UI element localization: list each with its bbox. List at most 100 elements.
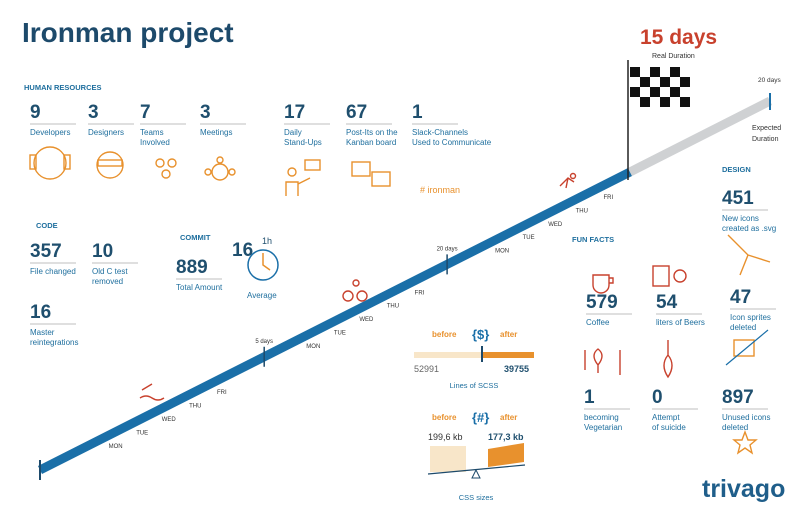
stat-value: 10 bbox=[92, 241, 113, 262]
icons bbox=[29, 146, 771, 455]
day-label: TUE bbox=[136, 430, 148, 436]
stat-label: New icons bbox=[722, 214, 759, 223]
flag-square bbox=[680, 77, 690, 87]
slider-after bbox=[482, 352, 534, 358]
day-label: THU bbox=[387, 304, 399, 310]
stat-value: 54 bbox=[656, 292, 678, 313]
stat-label: removed bbox=[92, 277, 123, 286]
clock-hands bbox=[262, 253, 271, 271]
css-after: 177,3 kb bbox=[488, 432, 524, 442]
section-heading: COMMIT bbox=[180, 233, 211, 242]
stat-label: Kanban board bbox=[346, 138, 396, 147]
scss-caption: Lines of SCSS bbox=[450, 381, 499, 390]
finish-flag bbox=[630, 67, 690, 107]
stat-label: File changed bbox=[30, 267, 76, 276]
day-label: TUE bbox=[334, 331, 346, 337]
stat-label: Vegetarian bbox=[584, 423, 622, 432]
stat-label: Designers bbox=[88, 128, 124, 137]
expected-duration-label: Expected bbox=[752, 125, 781, 132]
scss-symbol: {$} bbox=[472, 327, 489, 342]
after-label: after bbox=[500, 330, 517, 339]
day-label: MON bbox=[306, 344, 320, 350]
css-symbol: {#} bbox=[472, 410, 489, 425]
stat-value: 7 bbox=[140, 102, 151, 123]
stat-label: Meetings bbox=[200, 128, 232, 137]
before-label: before bbox=[432, 330, 457, 339]
clock-icon bbox=[247, 249, 279, 281]
seesaw-pivot bbox=[471, 468, 481, 479]
css-after-block bbox=[488, 443, 524, 467]
css-caption: CSS sizes bbox=[459, 493, 494, 502]
stat-label: Total Amount bbox=[176, 283, 223, 292]
expected-duration-label: Duration bbox=[752, 136, 779, 143]
scss-before: 52991 bbox=[414, 364, 439, 374]
scss-after: 39755 bbox=[504, 364, 529, 374]
stat-label: Post-Its on the bbox=[346, 128, 398, 137]
day-label: THU bbox=[189, 404, 201, 410]
stat-label: reintegrations bbox=[30, 338, 78, 347]
average-unit: 1h bbox=[262, 236, 272, 246]
stat-value: 16 bbox=[30, 302, 51, 323]
day-label: THU bbox=[576, 208, 588, 214]
timeline-expected bbox=[627, 96, 773, 177]
day-label: FRI bbox=[415, 290, 425, 296]
stat-label: Daily bbox=[284, 128, 302, 137]
stat-label: Involved bbox=[140, 138, 170, 147]
stat-value: 3 bbox=[200, 102, 211, 123]
day-label: MON bbox=[495, 249, 509, 255]
section-heading: HUMAN RESOURCES bbox=[24, 83, 102, 92]
day-label: FRI bbox=[217, 390, 227, 396]
marker-label: 5 days bbox=[255, 339, 273, 345]
css-before-block bbox=[430, 446, 466, 472]
stat-label: liters of Beers bbox=[656, 318, 705, 327]
flag-square bbox=[670, 67, 680, 77]
slider-before bbox=[414, 352, 482, 358]
stat-value: 451 bbox=[722, 188, 754, 209]
after-label: after bbox=[500, 413, 517, 422]
stat-label: Unused icons bbox=[722, 413, 770, 422]
stat-label: Icon sprites bbox=[730, 313, 771, 322]
stat-value: 47 bbox=[730, 287, 751, 308]
stat-label: Stand-Ups bbox=[284, 138, 322, 147]
stat-label: Master bbox=[30, 328, 55, 337]
logo: trivago bbox=[702, 475, 785, 503]
stat-label: deleted bbox=[730, 323, 756, 332]
real-duration-value: 15 days bbox=[640, 26, 717, 49]
expected-duration-value: 20 days bbox=[758, 77, 782, 84]
day-label: FRI bbox=[603, 195, 613, 201]
hashtag: # ironman bbox=[420, 185, 460, 195]
stat-label: Attempt bbox=[652, 413, 680, 422]
day-label: TUE bbox=[523, 235, 535, 241]
stat-label: Teams bbox=[140, 128, 164, 137]
stat-value: 67 bbox=[346, 102, 367, 123]
stat-value: 1 bbox=[412, 102, 423, 123]
flag-square bbox=[680, 97, 690, 107]
section-heading: CODE bbox=[36, 221, 58, 230]
flag-square bbox=[650, 87, 660, 97]
stat-label: Old C test bbox=[92, 267, 128, 276]
day-label: MON bbox=[109, 444, 123, 450]
stat-value: 9 bbox=[30, 102, 41, 123]
flag-square bbox=[650, 67, 660, 77]
day-label: WED bbox=[548, 222, 563, 228]
stat-value: 16 bbox=[232, 240, 253, 261]
stat-label: created as .svg bbox=[722, 224, 776, 233]
stat-value: 3 bbox=[88, 102, 99, 123]
stat-value: 579 bbox=[586, 292, 618, 313]
section-heading: FUN FACTS bbox=[572, 235, 614, 244]
timeline-done bbox=[37, 167, 633, 475]
seesaw bbox=[427, 464, 526, 475]
marker-label: 20 days bbox=[437, 246, 458, 252]
stat-label: becoming bbox=[584, 413, 619, 422]
flag-square bbox=[630, 67, 640, 77]
section-heading: DESIGN bbox=[722, 165, 751, 174]
stat-label: Used to Communicate bbox=[412, 138, 492, 147]
real-duration-label: Real Duration bbox=[652, 53, 695, 60]
title: Ironman project bbox=[22, 17, 234, 48]
flag-square bbox=[640, 97, 650, 107]
stat-label: Slack-Channels bbox=[412, 128, 468, 137]
stat-value: 357 bbox=[30, 241, 62, 262]
day-label: WED bbox=[162, 417, 177, 423]
